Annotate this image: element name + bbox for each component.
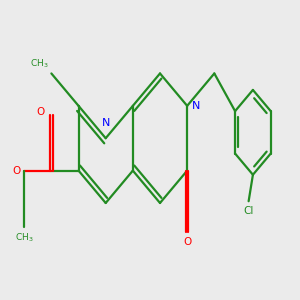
Text: CH$_3$: CH$_3$: [31, 58, 49, 70]
Text: O: O: [37, 107, 45, 117]
Text: O: O: [183, 237, 191, 247]
Text: CH$_3$: CH$_3$: [15, 231, 34, 244]
Text: N: N: [101, 118, 110, 128]
Text: Cl: Cl: [243, 206, 254, 216]
Text: O: O: [13, 166, 21, 176]
Text: N: N: [191, 101, 200, 111]
